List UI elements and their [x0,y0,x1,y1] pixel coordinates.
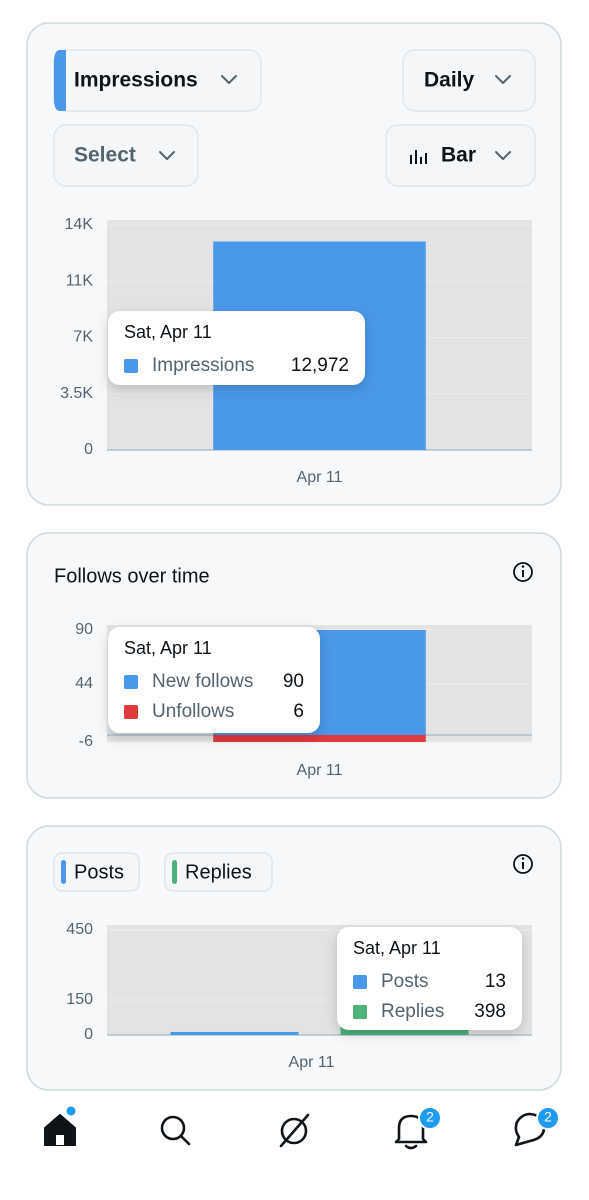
tooltip [108,311,365,385]
y-tick-label: 450 [66,921,93,938]
dropdown-label[interactable]: Bar [441,144,476,167]
tooltip-title: Sat, Apr 11 [124,638,212,658]
home-tab[interactable] [44,1106,76,1146]
y-tick-label: 44 [75,675,93,692]
legend-toggle[interactable]: Posts [53,852,140,892]
y-tick-label: 11K [66,272,94,289]
tooltip-name: New follows [152,671,253,692]
y-tick-label: 90 [75,621,93,638]
x-tick-label: Apr 11 [289,1054,335,1071]
tooltip [337,927,522,1030]
tooltip-swatch [124,675,138,689]
tooltip-title: Sat, Apr 11 [124,322,212,342]
legend-swatch [172,860,177,884]
info-icon[interactable] [513,854,533,874]
tooltip-title: Sat, Apr 11 [353,938,441,958]
x-tick-label: Apr 11 [297,469,343,486]
dropdown-label[interactable]: Daily [424,69,475,92]
tooltip-value: 90 [283,671,304,692]
badge: 2 [544,1109,552,1125]
dropdown-label[interactable]: Select [74,144,136,167]
notifications-tab[interactable]: 2 [394,1106,442,1150]
tooltip-value: 12,972 [291,355,349,376]
tooltip-value: 13 [485,971,506,992]
y-tick-label: -6 [79,733,93,750]
messages-tab[interactable]: 2 [514,1106,560,1147]
legend-toggle[interactable]: Replies [164,852,273,892]
y-tick-label: 150 [66,991,93,1008]
tooltip-swatch [353,1005,367,1019]
card-title: Follows over time [54,565,210,587]
dropdown-label[interactable]: Impressions [74,69,198,92]
tooltip-name: Unfollows [152,701,234,722]
y-tick-label: 0 [84,441,93,458]
legend-box [164,852,273,892]
tooltip-swatch [353,975,367,989]
tooltip-name: Impressions [152,355,254,376]
tooltip-value: 398 [474,1001,506,1022]
interval-dropdown[interactable]: Daily [402,49,536,112]
y-tick-label: 7K [73,329,93,346]
bar [170,1031,299,1035]
legend-box [53,852,140,892]
legend-label[interactable]: Replies [185,861,252,883]
tooltip [108,627,320,733]
tooltip-swatch [124,705,138,719]
grok-tab[interactable] [279,1113,310,1148]
bar-icon [410,150,427,164]
legend-label[interactable]: Posts [74,861,124,883]
chart-kind-dropdown[interactable]: Bar [385,124,536,187]
y-tick-label: 14K [65,216,94,233]
filter-dropdown[interactable]: Select [53,124,199,187]
tooltip-name: Replies [381,1001,444,1022]
y-tick-label: 0 [84,1026,93,1043]
info-icon[interactable] [513,562,533,582]
x-tick-label: Apr 11 [297,762,343,779]
tooltip-value: 6 [293,701,304,722]
y-tick-label: 3.5K [60,385,93,402]
bar [213,735,426,742]
badge: 2 [426,1109,434,1125]
tooltip-swatch [124,359,138,373]
tooltip-name: Posts [381,971,429,992]
search-tab[interactable] [160,1115,191,1146]
bottom-nav: 2 2 [44,1106,560,1150]
metric-dropdown[interactable]: Impressions [53,49,262,112]
legend-swatch [61,860,66,884]
